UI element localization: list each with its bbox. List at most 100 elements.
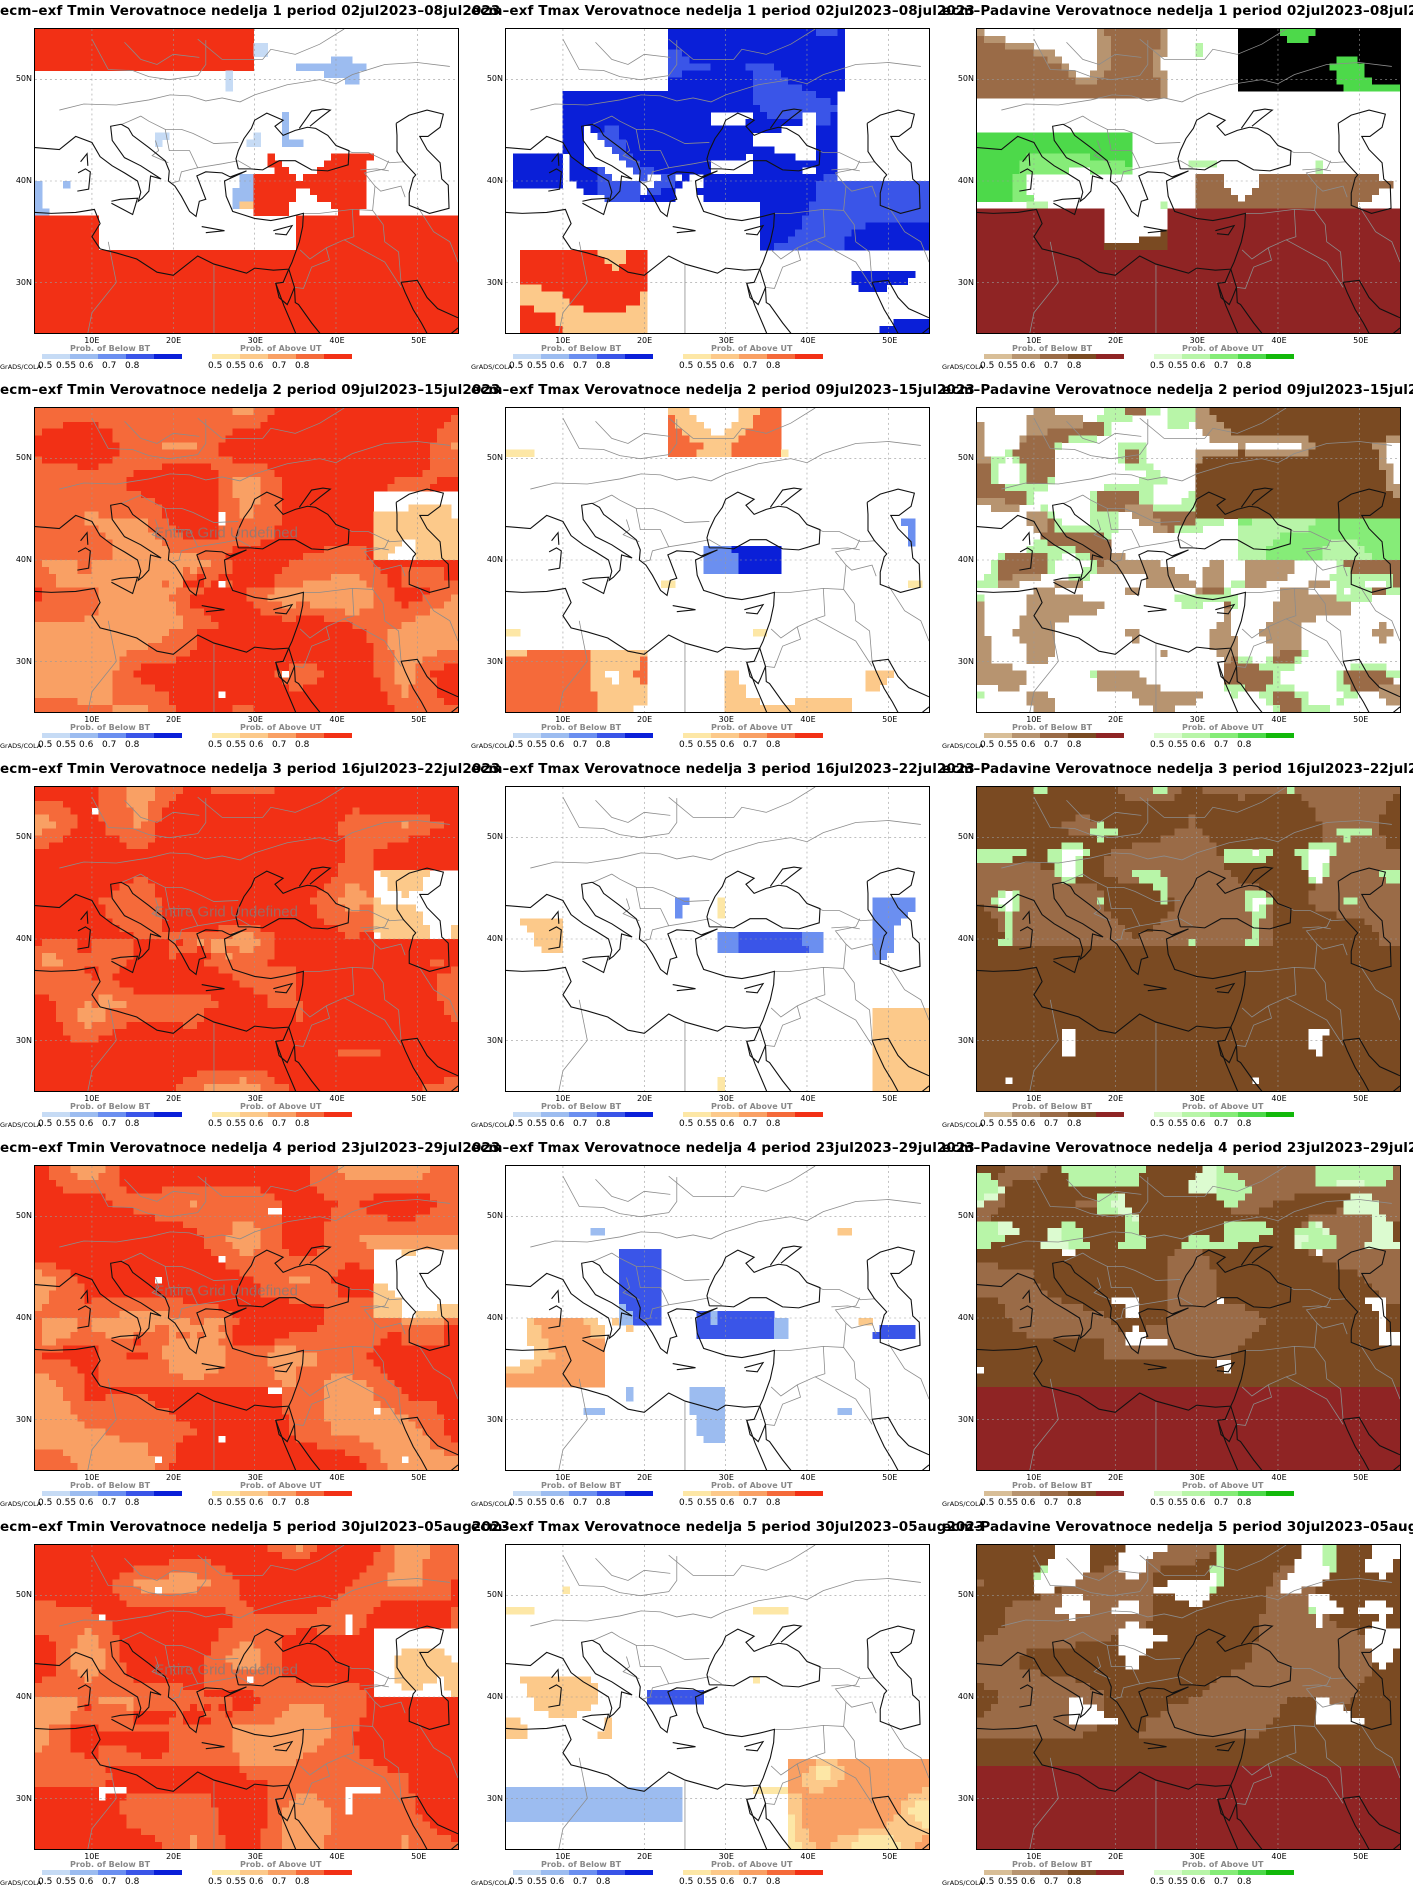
longitude-label: 50E [1353,1473,1368,1482]
probability-cells [520,898,929,1091]
colorbar-tick-label: 0.55 [56,1877,79,1887]
colorbar-tick-label: 0.7 [102,1119,125,1129]
colorbar-swatch [1154,1112,1182,1117]
panel-title: ecm–Padavine Verovatnoce nedelja 3 perio… [942,761,1413,777]
longitude-label: 20E [1108,1094,1123,1103]
colorbar-tick-label: 0.5 [679,1119,697,1129]
latitude-label: 50N [483,453,503,462]
map-canvas: Entire Grid Undefined [35,1545,458,1849]
probability-map [976,786,1401,1092]
map-panel-prec-week-2: ecm–Padavine Verovatnoce nedelja 2 perio… [942,379,1413,758]
latitude-label: 30N [483,657,503,666]
colorbar-swatch [625,1491,653,1496]
colorbar-swatch [739,1491,767,1496]
colorbar-ticks-below: 0.5 0.55 0.6 0.7 0.8 [980,361,1090,371]
legend-title-above: Prob. of Above UT [240,1860,321,1869]
colorbar-tick-label: 0.6 [550,1498,573,1508]
colorbar-tick-label: 0.8 [596,1498,619,1508]
colorbar-swatch [1210,354,1238,359]
colorbar-tick-label: 0.6 [249,361,272,371]
probability-map: Entire Grid Undefined [34,407,459,713]
longitude-label: 20E [166,336,181,345]
colorbar-swatch [1182,354,1210,359]
colorbar-swatch [711,1491,739,1496]
colorbar-swatch [711,733,739,738]
colorbar-swatch [1182,733,1210,738]
colorbar-above [683,1491,823,1496]
colorbar-swatch [1238,1491,1266,1496]
colorbar-swatch [541,1491,569,1496]
colorbar-tick-label: 0.8 [295,1119,318,1129]
colorbar-above [212,354,352,359]
colorbar-swatch [984,1491,1012,1496]
latitude-label: 40N [12,176,32,185]
latitude-label: 40N [12,1313,32,1322]
colorbar-tick-label: 0.6 [1191,740,1214,750]
colorbar-swatch [683,1870,711,1875]
colorbar-swatch [683,733,711,738]
colorbar-swatch [42,1870,70,1875]
colorbar-tick-label: 0.6 [79,1498,102,1508]
map-panel-prec-week-3: ecm–Padavine Verovatnoce nedelja 3 perio… [942,758,1413,1137]
colorbar-tick-label: 0.55 [56,1119,79,1129]
longitude-label: 20E [637,336,652,345]
probability-cells [506,1228,915,1443]
latitude-label: 40N [12,934,32,943]
longitude-label: 40E [800,1852,815,1861]
colorbar-swatch [513,1491,541,1496]
colorbar-tick-label: 0.6 [720,740,743,750]
map-canvas [506,787,929,1091]
probability-map: Entire Grid Undefined [34,786,459,1092]
colorbar-below [42,1870,182,1875]
colorbar-tick-label: 0.5 [1150,1119,1168,1129]
grads-credit: GrADS/COLA [0,1879,41,1887]
colorbar-tick-label: 0.7 [1044,361,1067,371]
colorbar-swatch [1182,1870,1210,1875]
colorbar-tick-label: 0.6 [720,361,743,371]
colorbar-tick-label: 0.55 [226,740,249,750]
legend-title-below: Prob. of Below BT [541,344,621,353]
colorbar-swatch [1068,1112,1096,1117]
colorbar-ticks-above: 0.5 0.55 0.6 0.7 0.8 [208,361,318,371]
colorbar-tick-label: 0.6 [1021,740,1044,750]
colorbar-tick-label: 0.8 [1067,1877,1090,1887]
latitude-label: 40N [483,555,503,564]
latitude-label: 50N [12,453,32,462]
colorbar-swatch [1154,354,1182,359]
colorbar-tick-label: 0.7 [272,740,295,750]
colorbar-swatch [1210,1870,1238,1875]
colorbar-tick-label: 0.8 [295,1498,318,1508]
colorbar-below [513,1112,653,1117]
colorbar-tick-label: 0.7 [743,1498,766,1508]
latitude-label: 30N [12,657,32,666]
colorbar-swatch [324,1870,352,1875]
colorbar-swatch [795,354,823,359]
colorbar-above [1154,354,1294,359]
map-panel-tmin-week-5: ecm–exf Tmin Verovatnoce nedelja 5 perio… [0,1516,471,1895]
latitude-label: 50N [483,1211,503,1220]
colorbar-swatch [1210,1491,1238,1496]
grads-credit: GrADS/COLA [471,742,512,750]
colorbar-tick-label: 0.6 [1191,1877,1214,1887]
longitude-label: 40E [1271,1473,1286,1482]
grads-credit: GrADS/COLA [942,363,983,371]
colorbar-tick-label: 0.55 [998,740,1021,750]
colorbar-swatch [126,1870,154,1875]
colorbar-swatch [1068,354,1096,359]
colorbar-tick-label: 0.7 [102,361,125,371]
latitude-label: 40N [483,176,503,185]
colorbar-swatch [513,733,541,738]
colorbar-tick-label: 0.8 [596,1877,619,1887]
longitude-label: 40E [329,1852,344,1861]
colorbar-swatch [240,354,268,359]
colorbar-swatch [767,1112,795,1117]
colorbar-tick-label: 0.6 [720,1119,743,1129]
colorbar-swatch [597,733,625,738]
longitude-label: 40E [1271,1852,1286,1861]
colorbar-swatch [767,733,795,738]
colorbar-swatch [625,354,653,359]
colorbar-swatch [1096,354,1124,359]
colorbar-swatch [711,1870,739,1875]
colorbar-swatch [324,354,352,359]
longitude-label: 50E [1353,715,1368,724]
